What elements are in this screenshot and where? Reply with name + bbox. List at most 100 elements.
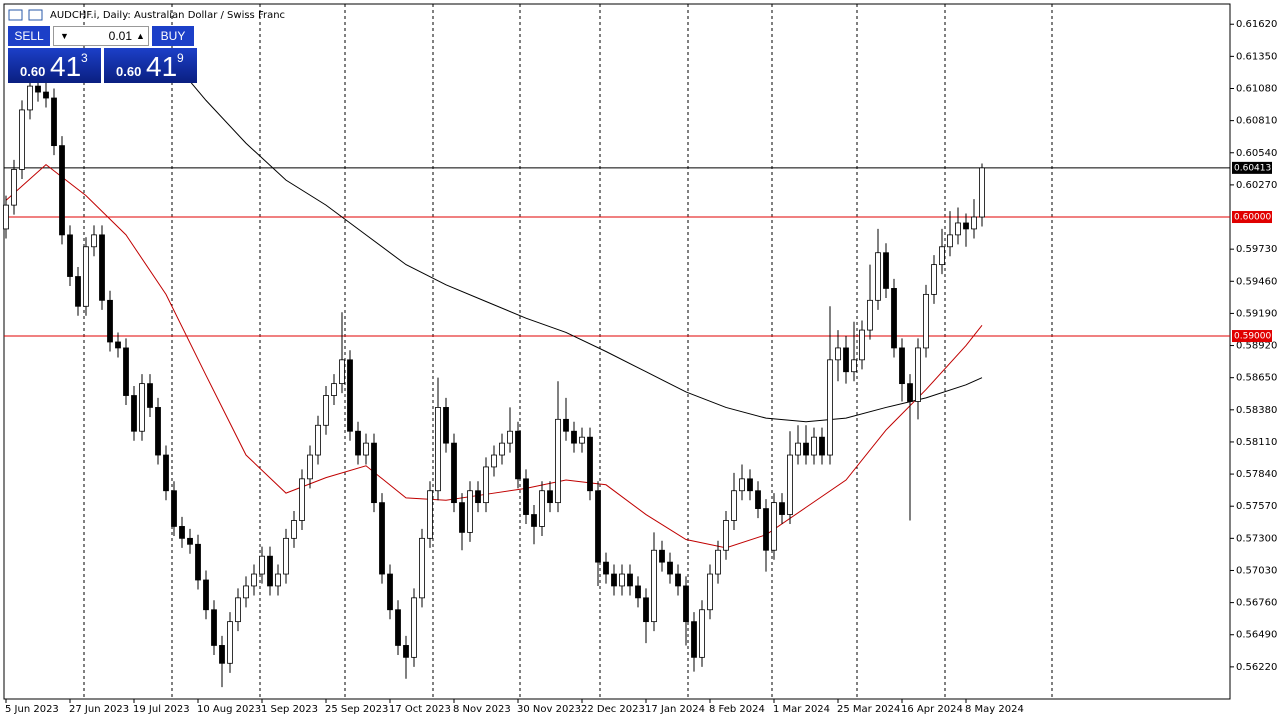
candle-body [75,276,81,307]
candle-body [819,436,825,456]
y-tick-label: 0.56760 [1236,598,1277,609]
candle-body [219,645,225,664]
candle-body [43,91,49,99]
candle-body [203,579,209,611]
buy-button[interactable]: BUY [152,26,194,46]
candle-body [211,609,217,646]
candle-body [587,436,593,492]
y-tick-label: 0.60540 [1236,148,1277,159]
candle-body [147,383,153,408]
up-arrow[interactable]: ▲ [136,31,145,41]
candle-body [979,167,985,218]
bid-big: 0.60 [20,64,46,79]
moving-average [181,71,983,423]
bid-small: 3 [81,51,88,65]
candle-body [99,234,105,301]
candle-body [315,424,321,456]
y-tick-label: 0.58650 [1236,373,1277,384]
y-tick-label: 0.58380 [1236,405,1277,416]
candle-body [283,537,289,575]
sell-button[interactable]: SELL [8,26,50,46]
candle-body [259,555,265,575]
x-tick-label: 17 Jan 2024 [645,704,705,715]
ask-big: 0.60 [116,64,142,79]
candle-body [571,430,577,444]
y-tick-label: 0.60270 [1236,180,1277,191]
candle-body [523,478,529,515]
candle-body [747,478,753,492]
x-tick-label: 22 Dec 2023 [581,704,645,715]
candle-body [723,520,729,551]
candle-body [659,549,665,563]
candle-body [939,246,945,266]
candle-body [779,502,785,515]
candle-body [419,537,425,599]
y-tick-label: 0.59190 [1236,308,1277,319]
candle-body [835,347,841,361]
candle-body [619,573,625,587]
candle-body [507,430,513,444]
y-tick-label: 0.58920 [1236,341,1277,352]
candle-body [931,264,937,295]
candle-body [859,329,865,361]
candle-body [715,549,721,575]
bid-box[interactable]: 0.60 41 3 [8,48,101,83]
candle-body [563,418,569,432]
candle-body [651,549,657,623]
y-tick-label: 0.56490 [1236,630,1277,641]
candle-body [27,85,33,111]
candle-body [515,430,521,480]
candle-body [491,454,497,468]
y-tick-label: 0.57840 [1236,469,1277,480]
volume: 0.01 [108,29,132,43]
candle-body [667,561,673,575]
candle-body [595,490,601,563]
candle-body [411,597,417,658]
level-label: 0.60000 [1234,213,1271,223]
candle-body [883,252,889,289]
y-tick-label: 0.57570 [1236,501,1277,512]
candle-body [91,234,97,248]
candle-body [3,204,9,230]
candle-body [67,234,73,277]
level-tag [1232,330,1272,343]
candle-body [875,252,881,301]
candle-body [555,418,561,504]
candle-body [339,359,345,385]
y-tick-label: 0.61620 [1236,19,1277,30]
y-tick-label: 0.59730 [1236,244,1277,255]
y-tick-label: 0.61080 [1236,83,1277,94]
symbol-icon[interactable] [28,9,43,21]
candle-body [763,508,769,551]
candle-body [251,573,257,587]
candle-body [291,520,297,539]
candle-body [739,478,745,492]
level-tag [1232,161,1272,174]
candle-body [579,436,585,444]
bid-main: 41 [50,51,82,82]
candle-body [11,169,17,206]
candle-body [83,246,89,307]
menu-icon[interactable] [8,9,23,21]
x-tick-label: 5 Jun 2023 [5,704,59,715]
candle-body [267,555,273,587]
x-tick-label: 27 Jun 2023 [69,704,129,715]
candle-body [187,537,193,545]
candle-body [323,395,329,426]
candle-body [195,543,201,581]
volume-input[interactable]: ▼ 0.01 ▲ [53,26,149,46]
candle-body [771,502,777,551]
moving-average [5,164,983,549]
candle-body [235,597,241,623]
candle-body [59,145,65,236]
candle-body [443,407,449,444]
down-arrow[interactable]: ▼ [60,31,69,41]
candle-body [635,585,641,599]
x-tick-label: 30 Nov 2023 [517,704,581,715]
candle-body [139,383,145,432]
candle-body [731,490,737,521]
candle-body [459,502,465,533]
y-tick-label: 0.58110 [1236,437,1277,448]
ask-box[interactable]: 0.60 41 9 [104,48,197,83]
x-tick-label: 16 Apr 2024 [901,704,963,715]
